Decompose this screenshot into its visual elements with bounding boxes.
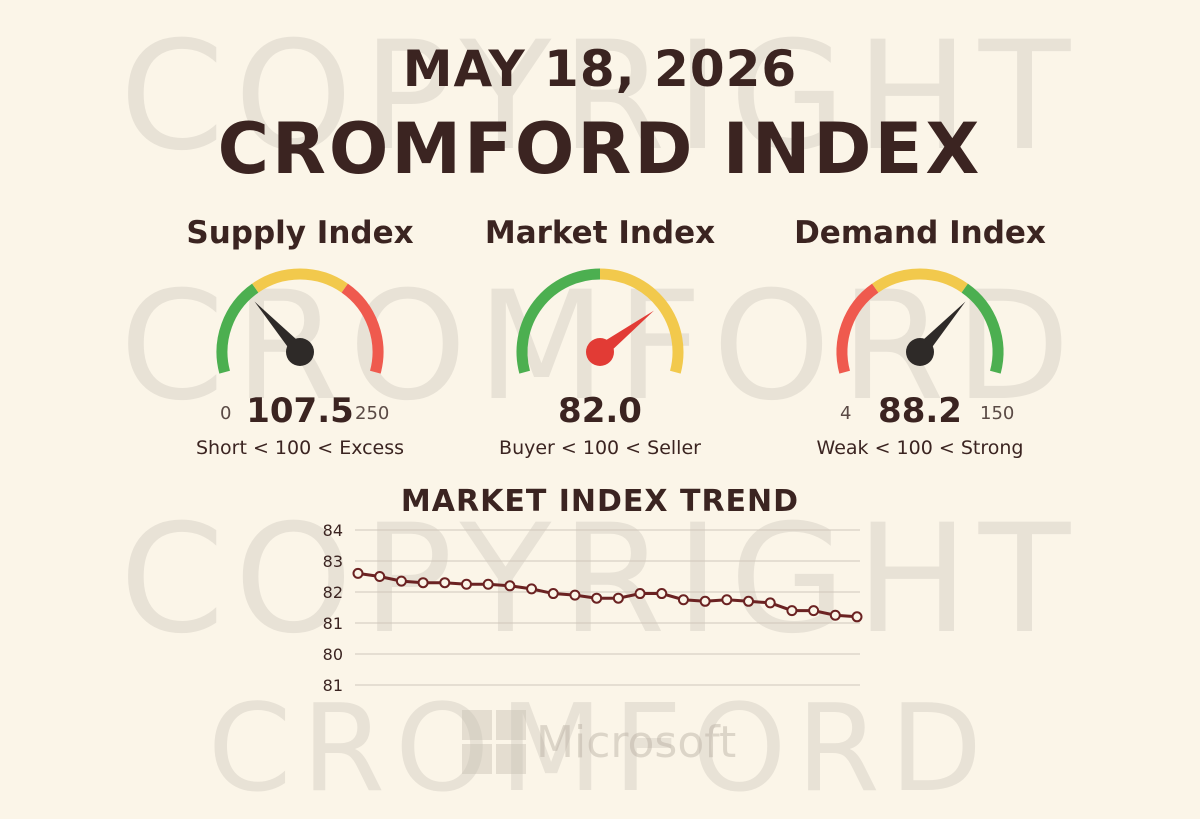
data-point xyxy=(504,580,516,592)
data-point xyxy=(764,597,776,609)
report-date: MAY 18, 2026 xyxy=(402,40,798,98)
gauge-band-1 xyxy=(872,268,968,293)
data-point xyxy=(569,589,581,601)
gauge-scale-text: Weak < 100 < Strong xyxy=(816,437,1024,459)
gauge-hub xyxy=(286,338,314,366)
supply-gauge-dial xyxy=(216,268,384,374)
gauge-band-1 xyxy=(599,268,684,374)
data-point xyxy=(829,609,841,621)
data-point xyxy=(699,595,711,607)
gauge-title: Supply Index xyxy=(186,215,414,251)
market-index-trend-chart: 84 83 82 81 80 81 xyxy=(323,521,863,695)
microsoft-logo: Microsoft xyxy=(462,710,737,774)
demand-gauge-dial xyxy=(836,268,1004,374)
market-index-gauge: Market Index 82.0 Buyer < 100 < Seller xyxy=(470,215,730,465)
data-point xyxy=(352,567,364,579)
gauge-scale-text: Short < 100 < Excess xyxy=(195,437,405,459)
gauge-title: Demand Index xyxy=(794,215,1046,251)
microsoft-logo-text: Microsoft xyxy=(536,716,737,768)
gauge-scale-text: Buyer < 100 < Seller xyxy=(499,437,701,459)
gauge-band-1 xyxy=(252,268,348,293)
trend-chart-title: MARKET INDEX TREND xyxy=(400,484,800,519)
data-point xyxy=(547,588,559,600)
gauge-max-label: 250 xyxy=(355,403,390,424)
gauge-title: Market Index xyxy=(484,215,716,251)
gauge-min-label: 4 xyxy=(840,403,852,424)
data-point xyxy=(395,575,407,587)
data-point xyxy=(634,588,646,600)
watermark-cromford-bottom: CROMFORD xyxy=(207,680,993,819)
market-gauge-dial xyxy=(516,268,684,374)
watermark-copyright-top: COPYRIGHT xyxy=(119,10,1081,184)
y-tick-label: 83 xyxy=(323,552,343,571)
gauge-band-2 xyxy=(961,283,1004,374)
data-point xyxy=(439,577,451,589)
gauge-value: 82.0 xyxy=(558,391,642,431)
gauge-band-0 xyxy=(516,268,601,374)
gauge-value: 107.5 xyxy=(246,391,354,431)
data-point xyxy=(808,605,820,617)
gauge-value: 88.2 xyxy=(878,391,962,431)
data-point xyxy=(677,594,689,606)
data-point xyxy=(743,595,755,607)
gauge-hub xyxy=(906,338,934,366)
series-line xyxy=(357,571,858,619)
data-point xyxy=(417,577,429,589)
page-title: CROMFORD INDEX xyxy=(217,108,983,190)
data-point xyxy=(612,592,624,604)
y-tick-label: 81 xyxy=(323,676,343,695)
gauge-band-0 xyxy=(216,283,259,374)
data-point xyxy=(460,578,472,590)
gauge-band-2 xyxy=(341,283,384,374)
gauge-band-0 xyxy=(836,283,879,374)
y-tick-label: 81 xyxy=(323,614,343,633)
supply-index-gauge: Supply Index 0 107.5 250 Short < 100 < E… xyxy=(170,215,430,465)
data-point xyxy=(851,611,863,623)
demand-index-gauge: Demand Index 4 88.2 150 Weak < 100 < Str… xyxy=(790,215,1050,465)
data-point xyxy=(656,588,668,600)
data-point xyxy=(591,592,603,604)
microsoft-logo-squares-icon xyxy=(462,710,526,774)
gauge-min-label: 0 xyxy=(220,403,232,424)
data-point xyxy=(526,583,538,595)
data-point xyxy=(786,605,798,617)
gauge-max-label: 150 xyxy=(980,403,1015,424)
data-point xyxy=(374,571,386,582)
gauge-hub xyxy=(586,338,614,366)
y-tick-label: 84 xyxy=(323,521,343,540)
data-point xyxy=(482,578,494,590)
data-point xyxy=(721,594,733,606)
y-tick-label: 80 xyxy=(323,645,343,664)
y-tick-label: 82 xyxy=(323,583,343,602)
infographic: MAY 18, 2026 CROMFORD INDEX Supply Index… xyxy=(170,40,1050,774)
